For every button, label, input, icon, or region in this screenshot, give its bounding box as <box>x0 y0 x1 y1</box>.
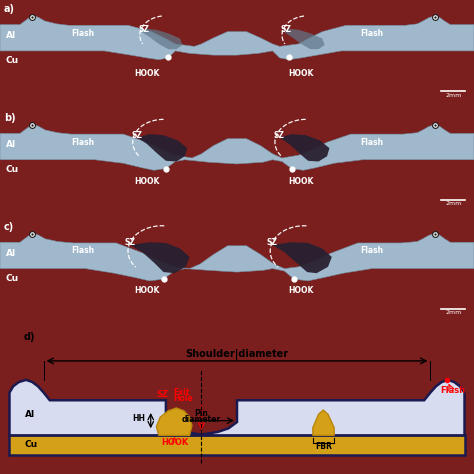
Text: diameter: diameter <box>182 415 221 424</box>
Polygon shape <box>137 134 187 162</box>
Polygon shape <box>0 234 474 281</box>
Text: Flash: Flash <box>71 137 94 146</box>
Text: Cu: Cu <box>6 165 19 174</box>
Text: HOOK: HOOK <box>288 69 314 78</box>
Text: Flash: Flash <box>440 385 465 394</box>
Polygon shape <box>273 242 332 273</box>
Text: Cu: Cu <box>25 440 38 449</box>
Text: d): d) <box>24 332 35 342</box>
Text: Al: Al <box>25 410 35 419</box>
Text: Shoulder|diameter: Shoulder|diameter <box>185 349 289 360</box>
Polygon shape <box>313 410 334 436</box>
Polygon shape <box>284 29 325 49</box>
Text: a): a) <box>4 4 15 14</box>
Text: Al: Al <box>6 248 16 257</box>
Text: Flash: Flash <box>360 246 383 255</box>
Polygon shape <box>130 242 190 273</box>
Text: HOOK: HOOK <box>134 286 160 295</box>
Text: 2mm: 2mm <box>445 201 461 206</box>
Polygon shape <box>9 436 465 455</box>
Text: Flash: Flash <box>71 246 94 255</box>
Text: Cu: Cu <box>6 56 19 65</box>
Text: Al: Al <box>6 140 16 149</box>
Text: HOOK: HOOK <box>161 438 188 447</box>
Text: 2mm: 2mm <box>445 310 461 315</box>
Text: HOOK: HOOK <box>288 286 314 295</box>
Text: Hole: Hole <box>173 394 193 403</box>
Polygon shape <box>0 16 474 60</box>
Polygon shape <box>142 29 182 49</box>
Polygon shape <box>9 380 465 436</box>
Polygon shape <box>156 408 192 436</box>
Text: HOOK: HOOK <box>288 177 314 186</box>
Text: Flash: Flash <box>360 137 383 146</box>
Text: Exit: Exit <box>173 388 190 397</box>
Text: Pin: Pin <box>194 409 209 418</box>
Text: SZ: SZ <box>281 25 292 34</box>
Polygon shape <box>0 125 474 170</box>
Text: FBR: FBR <box>315 442 332 451</box>
Text: Cu: Cu <box>6 274 19 283</box>
Text: Flash: Flash <box>360 29 383 38</box>
Text: SZ: SZ <box>132 131 143 140</box>
Text: Flash: Flash <box>71 29 94 38</box>
Text: c): c) <box>4 222 14 232</box>
Text: HH: HH <box>132 414 146 423</box>
Text: SZ: SZ <box>156 391 169 400</box>
Text: HOOK: HOOK <box>134 69 160 78</box>
Text: 2mm: 2mm <box>445 92 461 98</box>
Text: b): b) <box>4 113 16 123</box>
Text: SZ: SZ <box>266 238 277 247</box>
Text: Al: Al <box>6 31 16 40</box>
Polygon shape <box>280 134 329 162</box>
Text: SZ: SZ <box>124 238 135 247</box>
Text: HOOK: HOOK <box>134 177 160 186</box>
Text: SZ: SZ <box>274 131 285 140</box>
Text: SZ: SZ <box>138 25 149 34</box>
